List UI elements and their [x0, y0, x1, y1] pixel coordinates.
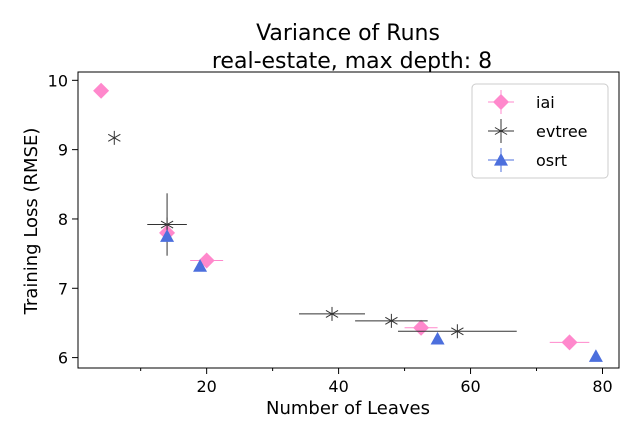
evtree-point — [325, 306, 339, 321]
chart-title-line-2: real-estate, max depth: 8 — [212, 49, 492, 74]
star-stroke — [494, 127, 508, 135]
legend-label-evtree: evtree — [536, 122, 588, 141]
y-tick-label: 8 — [58, 210, 68, 229]
evtree-point — [385, 313, 398, 328]
y-tick-label: 7 — [58, 279, 68, 298]
legend-label-osrt: osrt — [536, 151, 567, 170]
star-stroke — [325, 309, 339, 318]
evtree-point — [160, 217, 174, 232]
x-tick-label: 40 — [328, 377, 348, 396]
iai-point — [561, 334, 578, 351]
osrt-point — [430, 331, 445, 345]
legend-marker-iai — [493, 94, 509, 110]
y-tick-label: 9 — [58, 141, 68, 160]
data-marks — [93, 82, 603, 362]
x-axis-label: Number of Leaves — [266, 398, 430, 419]
legend-marker-evtree — [494, 124, 508, 138]
evtree-point — [451, 324, 464, 339]
iai-point — [93, 82, 110, 99]
star-stroke — [107, 133, 121, 142]
osrt-point — [588, 349, 603, 362]
y-tick-label: 6 — [58, 349, 68, 368]
y-axis-label: Training Loss (RMSE) — [21, 128, 42, 316]
evtree-point — [107, 130, 121, 145]
star-stroke — [160, 220, 174, 229]
legend-marker-osrt — [494, 153, 508, 166]
y-tick-label: 10 — [48, 71, 68, 90]
x-axis: 20 40 60 80 — [140, 368, 613, 396]
x-tick-label: 80 — [592, 377, 612, 396]
legend: iai evtree osrt — [471, 83, 609, 179]
iai-point — [413, 319, 430, 336]
star-stroke — [385, 316, 398, 325]
osrt-point — [193, 259, 208, 272]
x-tick-label: 60 — [460, 377, 480, 396]
chart-title-line-1: Variance of Runs — [256, 21, 440, 46]
plot-area — [77, 71, 620, 369]
legend-box — [471, 83, 609, 179]
osrt-point — [160, 229, 175, 242]
y-axis: 6 7 8 9 10 — [48, 71, 78, 368]
legend-label-iai: iai — [536, 93, 555, 112]
star-stroke — [451, 327, 464, 336]
x-tick-label: 20 — [196, 377, 216, 396]
